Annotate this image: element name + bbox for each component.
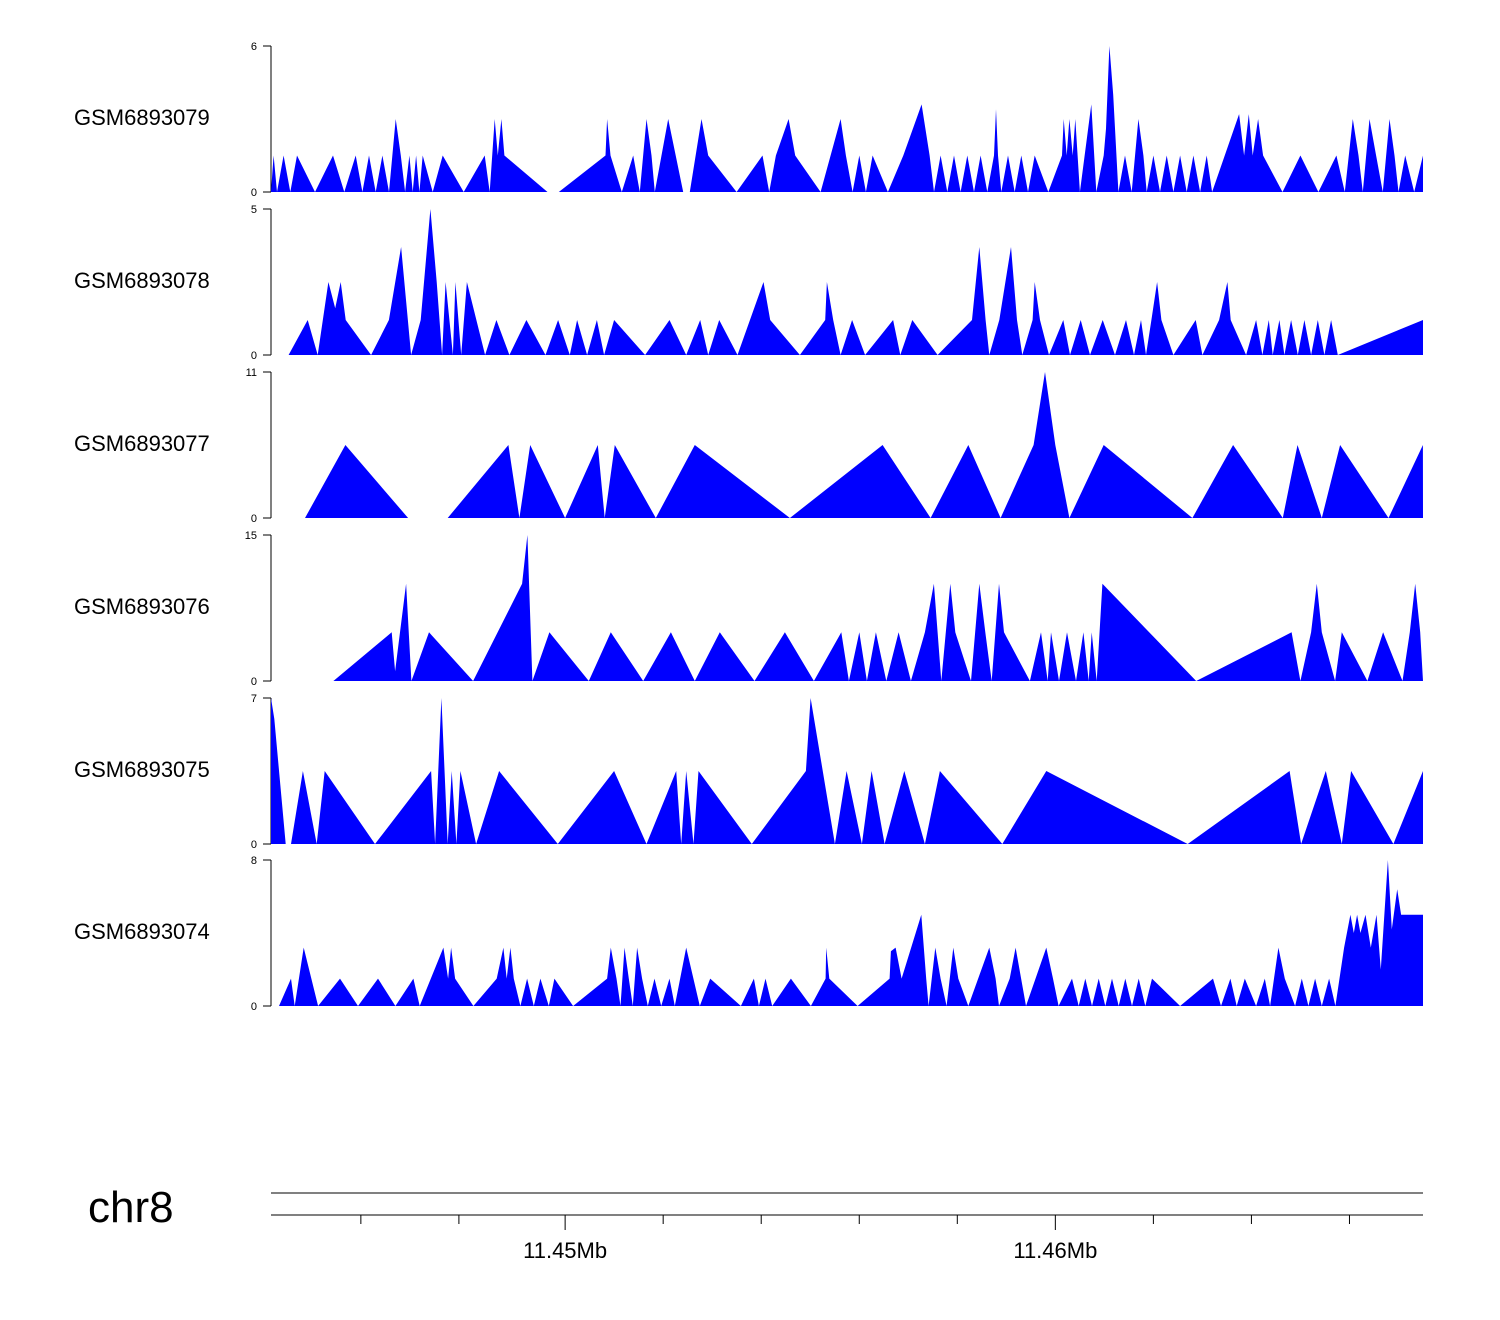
y-tick-label-min: 0	[251, 1001, 257, 1013]
coverage-area	[271, 46, 1423, 192]
coverage-area	[279, 860, 1423, 1006]
genome-tick-label: 11.45Mb	[523, 1238, 607, 1263]
y-tick-label-min: 0	[251, 350, 257, 362]
track-GSM6893074: GSM6893074 8 0	[74, 855, 1423, 1013]
genome-axis: chr8 11.45Mb 11.46Mb	[88, 1183, 1423, 1263]
track-GSM6893076: GSM6893076 15 0	[74, 530, 1423, 688]
y-tick-label-max: 6	[251, 41, 257, 53]
coverage-area	[271, 698, 1423, 844]
track-GSM6893078: GSM6893078 5 0	[74, 204, 1424, 362]
y-tick-label-max: 7	[251, 693, 257, 705]
y-tick-label-min: 0	[251, 513, 257, 525]
coverage-area	[288, 209, 1424, 355]
y-tick-label-max: 15	[245, 530, 257, 542]
chromosome-label: chr8	[88, 1183, 174, 1232]
genome-tick-label: 11.46Mb	[1013, 1238, 1097, 1263]
coverage-tracks: GSM689307960GSM689307850GSM6893077110GSM…	[74, 41, 1424, 1013]
y-tick-label-min: 0	[251, 187, 257, 199]
track-GSM6893075: GSM6893075 7 0	[74, 693, 1423, 851]
track-label: GSM6893074	[74, 919, 210, 944]
track-label: GSM6893076	[74, 594, 210, 619]
track-label: GSM6893079	[74, 105, 210, 130]
coverage-area	[305, 372, 1423, 518]
y-tick-label-max: 11	[246, 367, 257, 379]
track-label: GSM6893077	[74, 431, 210, 456]
y-tick-label-min: 0	[251, 839, 257, 851]
y-tick-label-min: 0	[251, 676, 257, 688]
track-label: GSM6893078	[74, 268, 210, 293]
y-tick-label-max: 8	[251, 855, 257, 867]
track-GSM6893077: GSM6893077 11 0	[74, 367, 1423, 525]
track-label: GSM6893075	[74, 757, 210, 782]
coverage-area	[333, 535, 1423, 681]
y-tick-label-max: 5	[251, 204, 257, 216]
track-GSM6893079: GSM6893079 6 0	[74, 41, 1423, 199]
